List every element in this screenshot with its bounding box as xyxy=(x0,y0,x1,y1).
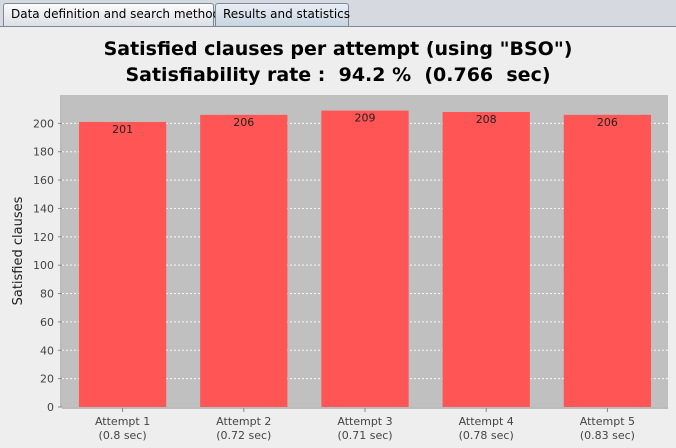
x-tick-sublabel: (0.78 sec) xyxy=(459,429,514,442)
bar xyxy=(563,114,652,407)
y-tick-label: 40 xyxy=(40,344,54,357)
data-label: 208 xyxy=(476,113,497,126)
y-axis-label: Satisfied clauses xyxy=(11,196,26,305)
y-tick-label: 0 xyxy=(47,401,54,414)
x-tick-sublabel: (0.72 sec) xyxy=(216,429,271,442)
y-tick-label: 80 xyxy=(40,288,54,301)
data-label: 209 xyxy=(355,112,376,125)
x-tick-sublabel: (0.8 sec) xyxy=(99,429,147,442)
y-tick-label: 20 xyxy=(40,373,54,386)
x-tick-sublabel: (0.71 sec) xyxy=(337,429,392,442)
results-panel: Satisfied clauses per attempt (using "BS… xyxy=(0,27,676,448)
tab-results-statistics[interactable]: Results and statistics xyxy=(215,3,350,27)
tab-bar: Data definition and search method Result… xyxy=(0,0,676,27)
y-tick-label: 140 xyxy=(33,202,54,215)
y-tick-label: 200 xyxy=(33,117,54,130)
x-tick-label: Attempt 2 xyxy=(216,415,271,428)
bar xyxy=(442,112,530,407)
y-tick-label: 160 xyxy=(33,174,54,187)
y-tick-label: 100 xyxy=(33,259,54,272)
x-tick-sublabel: (0.83 sec) xyxy=(580,429,635,442)
bar xyxy=(78,121,167,407)
y-tick-label: 120 xyxy=(33,231,54,244)
tab-data-definition[interactable]: Data definition and search method xyxy=(3,3,220,26)
x-tick-label: Attempt 3 xyxy=(337,415,392,428)
data-label: 201 xyxy=(112,123,133,136)
y-tick-label: 180 xyxy=(33,146,54,159)
data-label: 206 xyxy=(233,116,254,129)
y-tick-label: 60 xyxy=(40,316,54,329)
x-tick-label: Attempt 1 xyxy=(95,415,150,428)
data-label: 206 xyxy=(597,116,618,129)
chart-title: Satisfied clauses per attempt (using "BS… xyxy=(103,38,573,60)
chart-subtitle: Satisfiability rate : 94.2 % (0.766 sec) xyxy=(125,64,551,86)
bar xyxy=(200,114,288,407)
tab-divider xyxy=(0,26,676,27)
bar xyxy=(321,110,409,407)
x-tick-label: Attempt 4 xyxy=(459,415,514,428)
x-tick-label: Attempt 5 xyxy=(580,415,635,428)
